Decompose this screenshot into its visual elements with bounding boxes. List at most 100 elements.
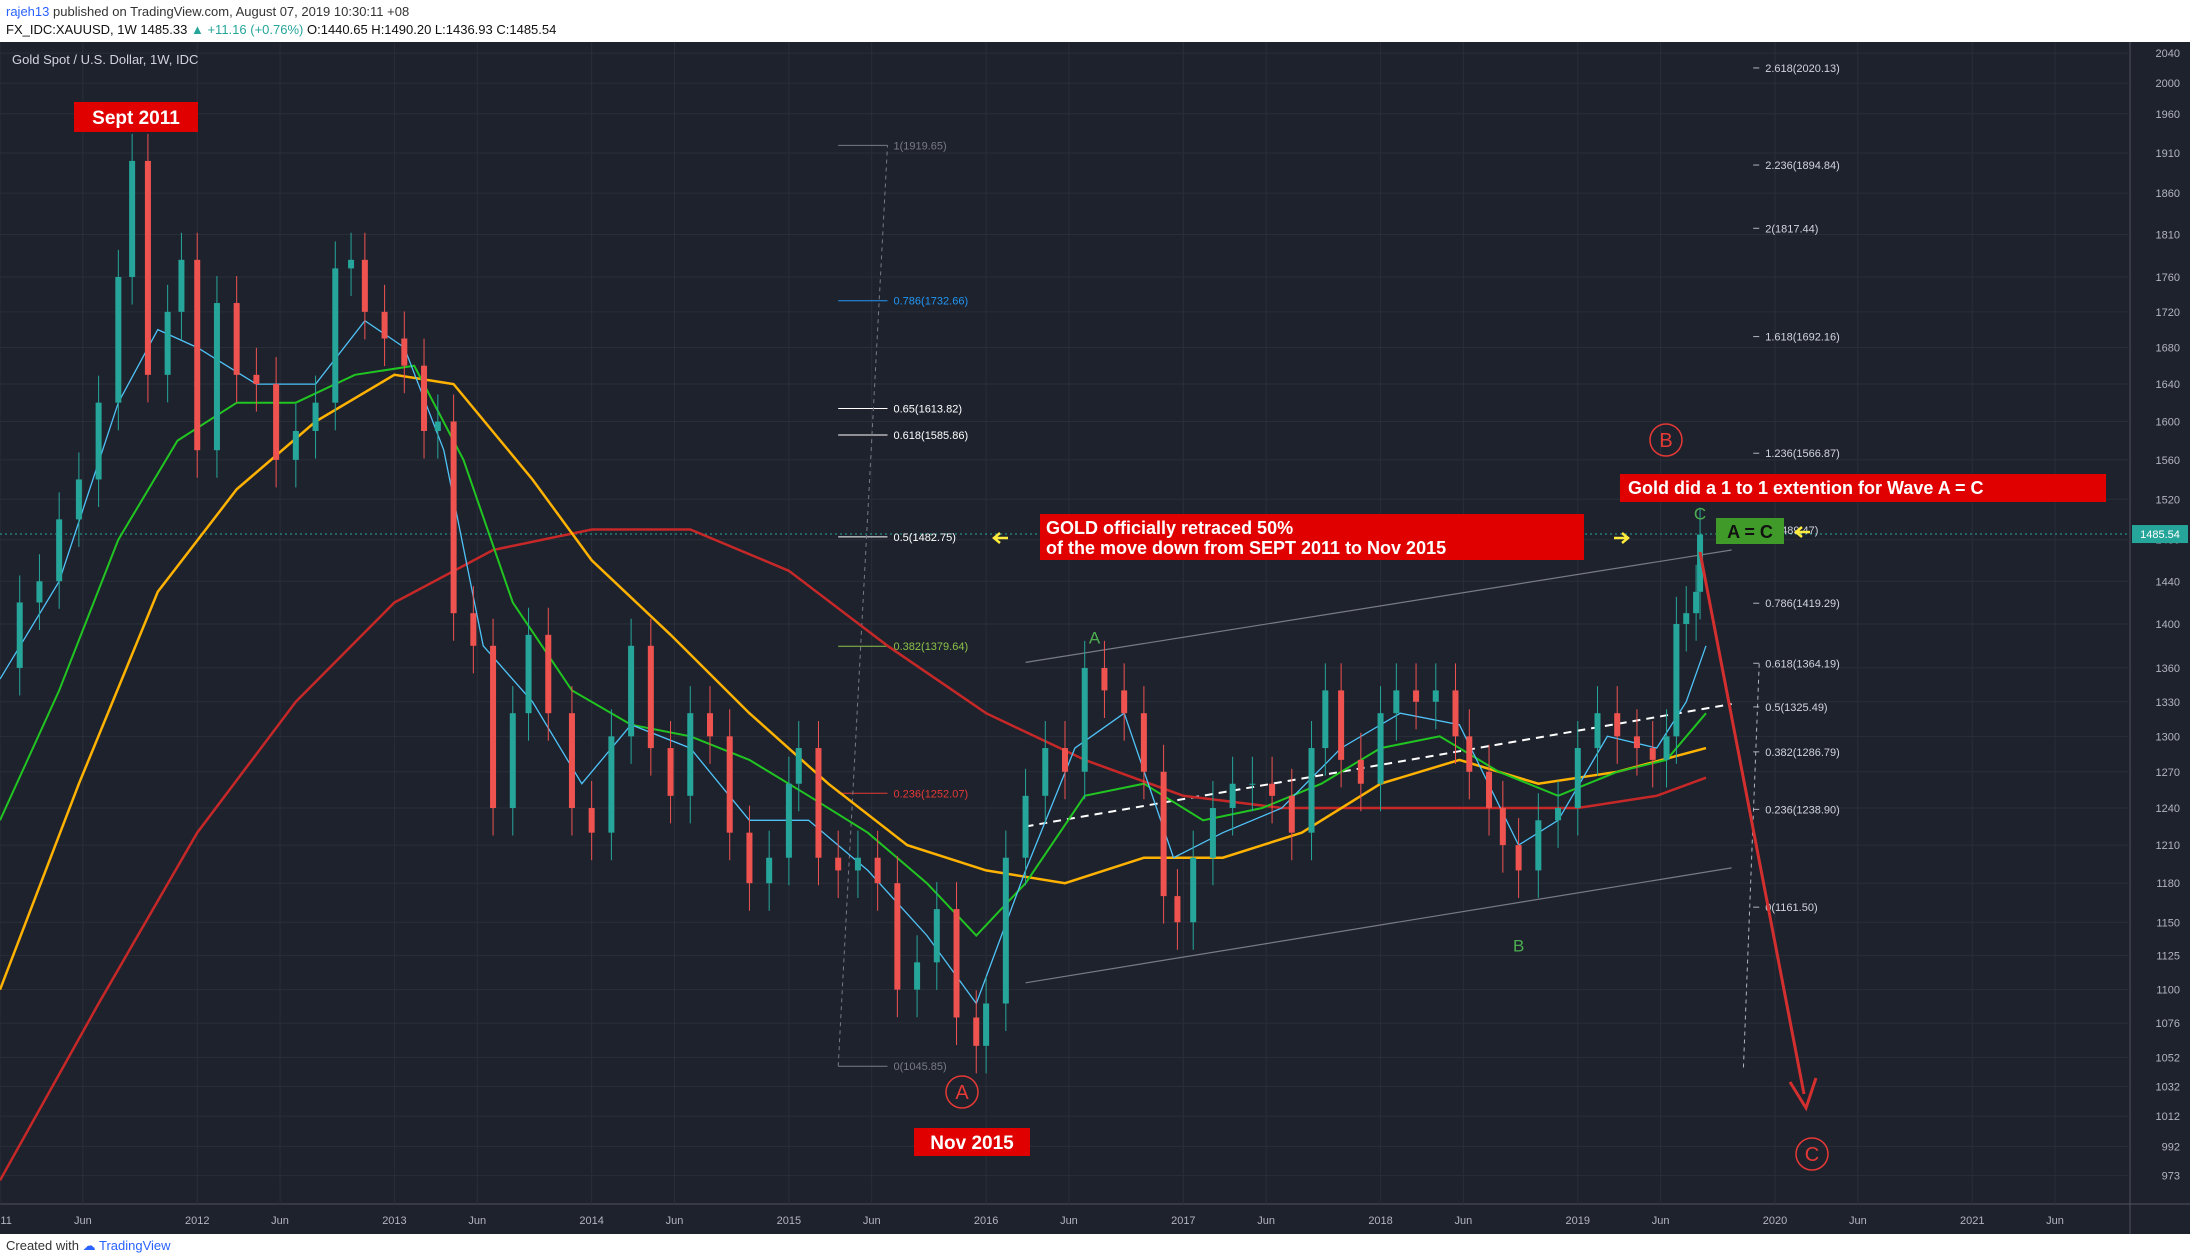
- a-equals-c-box: [1716, 518, 1784, 544]
- time-tick-label: Jun: [1455, 1215, 1473, 1227]
- candle-body: [178, 259, 185, 312]
- price-tick-label: 1600: [2156, 416, 2180, 428]
- candle-body: [348, 259, 355, 269]
- circle-c-label: C: [1805, 1144, 1819, 1166]
- projection-arrow-head-icon: [1788, 1077, 1818, 1112]
- tradingview-brand[interactable]: TradingView: [99, 1238, 171, 1253]
- candle-body: [381, 311, 388, 339]
- chart-area[interactable]: 2040 2000 1960 1910 1860 1810 1760 1720 1680 1640…: [0, 42, 2190, 1234]
- time-tick-label: Jun: [468, 1215, 486, 1227]
- annotations: Sept 2011 Nov 2015 GOLD officially retrace…: [74, 102, 2106, 1171]
- candle-body: [1229, 783, 1236, 809]
- candle-body: [795, 748, 802, 784]
- candle-body: [983, 1003, 990, 1046]
- time-tick-label: 2015: [777, 1215, 801, 1227]
- fib-left-label: 0(1045.85): [894, 1061, 947, 1073]
- candle-body: [1140, 713, 1147, 772]
- sept-2011-label: Sept 2011: [92, 108, 180, 129]
- candle-body: [75, 479, 82, 520]
- candle-body: [953, 909, 960, 1018]
- candle-body: [1452, 690, 1459, 737]
- chart-title: Gold Spot / U.S. Dollar, 1W, IDC: [12, 52, 198, 67]
- candle-body: [213, 303, 220, 451]
- candle-body: [1693, 591, 1700, 614]
- price-tick-label: 1076: [2156, 1018, 2180, 1030]
- ohlc-values: O:1440.65 H:1490.20 L:1436.93 C:1485.54: [306, 22, 557, 37]
- fib-levels: 1(1919.65) 0.786(1732.66) 0.65(1613.82) 0.6…: [837, 63, 1840, 1073]
- neckline-dashed: [1025, 703, 1732, 828]
- candle-body: [253, 374, 260, 385]
- time-tick-label: 2013: [382, 1215, 406, 1227]
- price-tick-label: 992: [2162, 1141, 2180, 1153]
- time-tick-label: Jun: [1060, 1215, 1078, 1227]
- price-tick-label: 1032: [2156, 1081, 2180, 1093]
- candle-body: [233, 303, 240, 375]
- circle-a-circle: [945, 1075, 979, 1109]
- candle-body: [1174, 896, 1181, 923]
- extension-label: Gold did a 1 to 1 extention for Wave A =…: [1628, 478, 1984, 498]
- time-tick-label: Jun: [271, 1215, 289, 1227]
- candle-body: [854, 857, 861, 871]
- price-axis[interactable]: 2040 2000 1960 1910 1860 1810 1760 1720 1680 1640…: [2132, 48, 2188, 1183]
- candle-body: [545, 634, 552, 714]
- candle-body: [1697, 534, 1704, 592]
- wave-b-label: B: [1513, 937, 1524, 956]
- price-tick-label: 1810: [2156, 229, 2180, 241]
- candle-body: [1288, 795, 1295, 833]
- candle-body: [1269, 783, 1276, 796]
- candle-body: [509, 713, 516, 809]
- fib-right-label: 2.236(1894.84): [1765, 160, 1840, 172]
- candle-body: [608, 736, 615, 833]
- candle-body: [16, 602, 23, 668]
- fib-left-label: 1(1919.65): [894, 140, 947, 152]
- candle-body: [1574, 748, 1581, 809]
- ma-yellow-line: [0, 373, 1707, 991]
- price-change: ▲ +11.16 (+0.76%): [190, 22, 304, 37]
- time-tick-label: Jun: [1849, 1215, 1867, 1227]
- candle-body: [785, 783, 792, 858]
- fib-left-label: 0.236(1252.07): [894, 788, 969, 800]
- time-tick-label: 2017: [1171, 1215, 1195, 1227]
- retraced-box: [1040, 514, 1584, 560]
- chart-footer: Created with ☁ TradingView: [0, 1234, 2190, 1258]
- fib-right-label: 0.382(1286.79): [1765, 747, 1840, 759]
- retraced-line-2: of the move down from SEPT 2011 to Nov 2…: [1046, 538, 1446, 558]
- candle-body: [766, 857, 773, 884]
- extension-box: [1620, 474, 2106, 502]
- price-tick-label: 1910: [2156, 148, 2180, 160]
- candle-body: [1209, 808, 1216, 858]
- candle-body: [707, 713, 713, 737]
- price-tick-label: 2040: [2156, 48, 2180, 60]
- candle-body: [1338, 690, 1345, 760]
- candle-body: [1594, 713, 1601, 749]
- candle-body: [973, 1017, 980, 1046]
- price-axis-background: [2130, 42, 2190, 1204]
- channel-lower-line: [1025, 867, 1732, 984]
- candle-body: [1101, 667, 1108, 691]
- fib-left-label: 0.382(1379.64): [894, 641, 969, 653]
- candle-body: [1160, 771, 1167, 897]
- moving-averages: [0, 319, 1707, 1182]
- fib-right-label: 0.236(1238.90): [1765, 804, 1840, 816]
- price-tick-label: 1720: [2156, 307, 2180, 319]
- candle-body: [129, 160, 136, 277]
- circle-a-label: A: [955, 1082, 969, 1104]
- time-tick-label: Jun: [74, 1215, 92, 1227]
- candle-body: [144, 160, 151, 375]
- wave-c-label: C: [1694, 504, 1706, 523]
- time-tick-label: 2021: [1960, 1215, 1984, 1227]
- candle-body: [914, 962, 921, 990]
- time-axis[interactable]: 2011 Jun 2012 Jun 2013 Jun 2014 Jun 2015 Jun 2016 J…: [0, 1215, 2064, 1227]
- candle-body: [312, 402, 319, 432]
- candle-body: [401, 338, 408, 366]
- candle-body: [1042, 748, 1049, 796]
- price-tick-label: 1560: [2156, 455, 2180, 467]
- candle-body: [933, 909, 940, 963]
- candle-body: [1081, 667, 1088, 772]
- candle-body: [525, 634, 532, 714]
- price-chart[interactable]: 2040 2000 1960 1910 1860 1810 1760 1720 1680 1640…: [0, 42, 2190, 1234]
- price-tick-label: 1520: [2156, 494, 2180, 506]
- fib-right-label: 2(1817.44): [1765, 223, 1818, 235]
- candle-body: [1515, 845, 1522, 871]
- author-link[interactable]: rajeh13: [6, 4, 50, 19]
